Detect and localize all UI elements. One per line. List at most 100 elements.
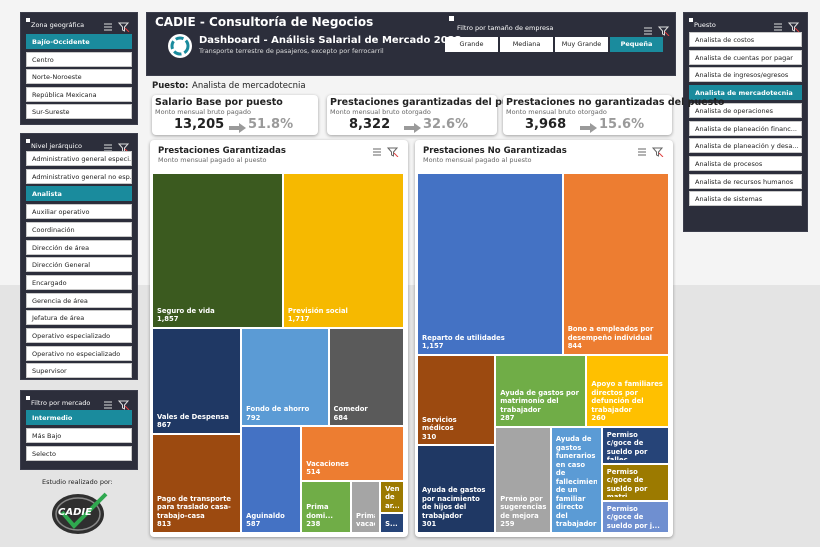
slicer-item[interactable]: Analista <box>26 186 132 202</box>
chart-title: Prestaciones No Garantizadas <box>423 146 567 156</box>
cell-label: Vales de Despensa <box>157 412 229 421</box>
slicer-item[interactable]: Norte-Noroeste <box>26 69 132 84</box>
slicer-item[interactable]: Centro <box>26 51 132 67</box>
slicer-item[interactable]: Intermedio <box>26 410 132 425</box>
slicer-dot <box>26 396 30 400</box>
slicer-panel: Filtro por mercado Intermedio Más Bajo Sele… <box>20 390 138 470</box>
position-label: Puesto: <box>152 81 189 91</box>
slicer-item[interactable]: Analista de mercadotecnia <box>689 85 802 101</box>
treemap-cell: Premio por sugerencias de mejora 259 <box>495 426 551 533</box>
cell-label: Fondo de ahorro <box>246 405 310 414</box>
treemap-cell: Prima vacacional <box>351 480 381 533</box>
logo-text: CADIE <box>58 507 92 518</box>
slicer-item[interactable]: Selecto <box>26 446 132 461</box>
slicer-item[interactable]: Analista de operaciones <box>689 102 802 118</box>
slicer-item[interactable]: Encargado <box>26 274 132 290</box>
icons <box>638 147 664 158</box>
cell-value: 844 <box>567 342 582 351</box>
slicer-item[interactable]: Operativo especializado <box>26 328 132 343</box>
credit-text: Estudio realizado por: <box>42 478 113 486</box>
slicer-item[interactable]: Administrativo general especi... <box>26 151 132 166</box>
kpi-subtitle: Monto mensual bruto otorgado <box>506 108 607 116</box>
size-option[interactable]: Muy Grande <box>555 37 608 52</box>
kpi-card: Salario Base por puesto Monto mensual bru… <box>152 95 318 135</box>
cadie-logo <box>48 490 110 536</box>
slicer-item[interactable]: Analista de planeación y desa... <box>689 138 802 154</box>
cell-label: Ayuda de gastos por matrimonio del traba… <box>500 388 579 414</box>
treemap-cell: Ayuda de gastos por nacimiento de hijos … <box>417 445 496 533</box>
cell-value: 287 <box>500 414 515 423</box>
slicer-item[interactable]: Bajío-Occidente <box>26 34 132 49</box>
slicer-item[interactable]: Analista de ingresos/egresos <box>689 67 802 83</box>
icons <box>774 22 800 33</box>
dashboard-title: Dashboard - Análisis Salarial de Mercado… <box>199 35 462 46</box>
slicer-panel: Nivel jerárquico Administrativo general e… <box>20 133 138 380</box>
position-value: Analista de mercadotecnia <box>192 81 306 91</box>
cell-label: Permiso c/goce de sueldo por j... <box>606 504 660 529</box>
treemap-cell: Bono a empleados por desempeño individua… <box>562 173 669 355</box>
slicer-item[interactable]: Operativo no especializado <box>26 345 132 361</box>
filter-icons <box>637 142 665 158</box>
cell-label: Bono a empleados por desempeño individua… <box>567 325 654 342</box>
treemap-cell: Apoyo a familiares directos por defunció… <box>586 354 669 427</box>
kpi-share: 15.6% <box>599 117 645 132</box>
kpi-subtitle: Monto mensual bruto otorgado <box>330 108 431 116</box>
slicer-item[interactable]: Analista de cuentas por pagar <box>689 49 802 65</box>
slicer-item[interactable]: República Mexicana <box>26 86 132 102</box>
logo <box>52 492 108 534</box>
size-filter-label: Filtro por tamaño de empresa <box>457 24 554 32</box>
icons <box>373 147 399 158</box>
filter-icons <box>103 17 131 33</box>
slicer-item[interactable]: Administrativo general no esp... <box>26 168 132 184</box>
slicer-title: Filtro por mercado <box>31 399 91 407</box>
slicer-item[interactable]: Gerencia de área <box>26 292 132 308</box>
header-title: CADIE - Consultoría de Negocios <box>155 15 374 29</box>
size-option[interactable]: Mediana <box>500 37 553 52</box>
treemap-cell: Permiso c/goce de sueldo por matri... <box>601 463 669 501</box>
kpi-card: Prestaciones garantizadas del puesto Mont… <box>327 95 532 135</box>
cell-value: 1,857 <box>157 315 179 324</box>
size-filter-mark <box>449 16 454 21</box>
treemap-cell: Ayuda de gastos por matrimonio del traba… <box>495 354 587 427</box>
slicer-item[interactable]: Sur-Sureste <box>26 104 132 119</box>
slicer-item[interactable]: Analista de costos <box>689 32 802 47</box>
slicer-item[interactable]: Analista de planeación financ... <box>689 120 802 136</box>
cell-label: Prima domi... <box>306 503 333 520</box>
cell-value: 301 <box>422 520 437 529</box>
slicer-item[interactable]: Dirección General <box>26 257 132 273</box>
slicer-item[interactable]: Coordinación <box>26 221 132 237</box>
slicer-item[interactable]: Jefatura de área <box>26 310 132 326</box>
slicer-item[interactable]: Analista de procesos <box>689 155 802 171</box>
cell-label: Apoyo a familiares directos por defunció… <box>591 380 663 414</box>
slicer-item[interactable]: Más Bajo <box>26 428 132 443</box>
treemap-cell: Permiso c/goce de sueldo por j... <box>601 500 669 533</box>
treemap-cell: Prima domi... 238 <box>301 480 352 533</box>
treemap-cell: Ayuda de gastos funerarios en caso de fa… <box>550 426 602 533</box>
cell-label: Prima vacacional <box>356 511 375 529</box>
treemap-cell: Vacaciones 514 <box>301 426 404 481</box>
cell-value: 514 <box>306 468 321 477</box>
treemap-cell: Previsión social 1,717 <box>282 173 404 328</box>
size-option[interactable]: Pequeña <box>610 37 663 52</box>
slicer-item[interactable]: Analista de recursos humanos <box>689 173 802 189</box>
slicer-dot <box>689 18 693 22</box>
cell-label: Ayuda de gastos por nacimiento de hijos … <box>422 486 486 520</box>
treemap: Seguro de vida 1,857 Previsión social 1,717… <box>152 173 404 533</box>
kpi-arrow <box>579 119 599 133</box>
slicer-title: Puesto <box>694 21 716 29</box>
cell-label: Premio por sugerencias de mejora <box>500 494 546 520</box>
cell-value: 587 <box>246 520 261 529</box>
chart-card: Prestaciones Garantizadas Monto mensual p… <box>150 140 408 537</box>
size-option[interactable]: Grande <box>445 37 498 52</box>
cell-label: Ayuda de gastos funerarios en caso de fa… <box>555 435 597 529</box>
slicer-item[interactable]: Analista de sistemas <box>689 191 802 207</box>
kpi-share: 51.8% <box>248 117 294 132</box>
cell-label: Previsión social <box>287 306 348 315</box>
treemap-cell: Vales de Despensa 867 <box>152 327 242 434</box>
slicer-item[interactable]: Dirección de área <box>26 239 132 255</box>
slicer-item[interactable]: Auxiliar operativo <box>26 204 132 220</box>
slicer-item[interactable]: Supervisor <box>26 363 132 379</box>
kpi-title: Prestaciones garantizadas del puesto <box>330 97 532 108</box>
